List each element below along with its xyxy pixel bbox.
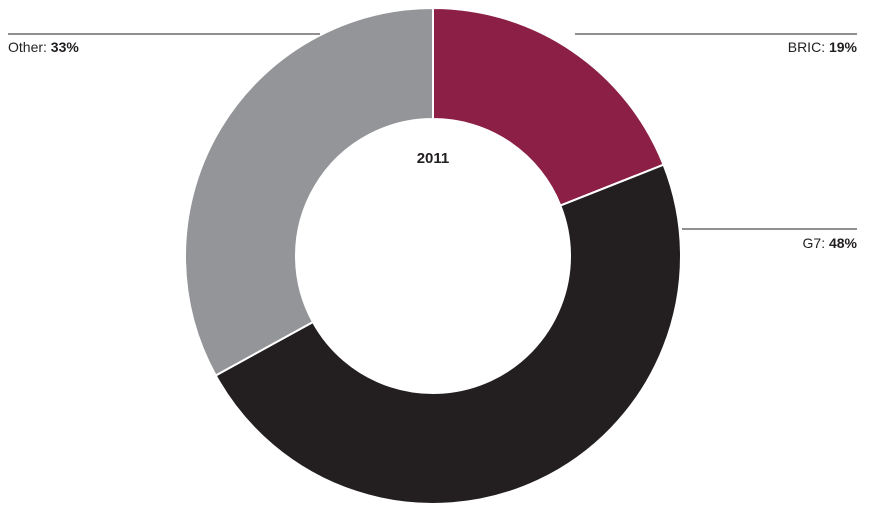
callout-sep-other: : xyxy=(43,39,51,55)
callout-label-bric: BRIC: 19% xyxy=(788,39,858,55)
callout-value-other: 33% xyxy=(51,39,80,55)
callout-g7: G7: 48% xyxy=(682,228,858,251)
slice-other xyxy=(184,6,434,377)
callout-name-g7: G7 xyxy=(803,235,822,251)
donut-slices xyxy=(184,6,682,505)
slice-bric xyxy=(432,6,665,207)
callout-value-g7: 48% xyxy=(829,235,858,251)
callout-label-other: Other: 33% xyxy=(8,39,79,55)
callout-value-bric: 19% xyxy=(829,39,858,55)
callout-other: Other: 33% xyxy=(8,33,320,55)
slice-g7 xyxy=(214,163,682,505)
callout-name-other: Other xyxy=(8,39,43,55)
callout-bric: BRIC: 19% xyxy=(575,33,858,55)
callout-name-bric: BRIC xyxy=(788,39,821,55)
callout-sep-bric: : xyxy=(821,39,829,55)
callout-label-g7: G7: 48% xyxy=(803,235,858,251)
callout-sep-g7: : xyxy=(821,235,829,251)
center-year-label: 2011 xyxy=(417,150,450,167)
